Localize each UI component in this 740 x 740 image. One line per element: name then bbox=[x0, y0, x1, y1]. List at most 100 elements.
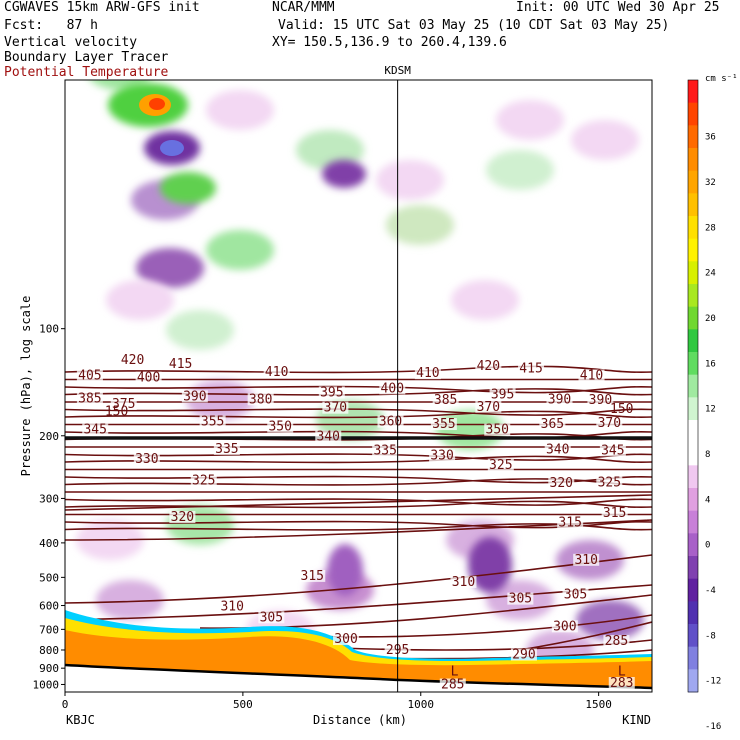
theta-contour-label: 365 bbox=[541, 417, 564, 432]
contour-label-bg bbox=[76, 369, 103, 382]
theta-contour-label: 390 bbox=[589, 393, 612, 408]
theta-contour-label: 305 bbox=[509, 592, 532, 607]
contour-label-bg bbox=[379, 382, 406, 395]
colorbar-label: 12 bbox=[705, 405, 716, 415]
theta-contour-label: 370 bbox=[477, 400, 500, 415]
colorbar-label: -4 bbox=[705, 586, 716, 596]
colorbar-segment bbox=[688, 125, 698, 149]
y-tick-label: 300 bbox=[39, 492, 59, 505]
left-endpoint-label: KBJC bbox=[66, 713, 95, 727]
colorbar-label: 28 bbox=[705, 223, 716, 233]
station-label-kdsm: KDSM bbox=[384, 64, 411, 77]
colorbar-segment bbox=[688, 216, 698, 240]
contour-label-bg bbox=[135, 371, 162, 384]
theta-contour-label: 290 bbox=[512, 648, 535, 663]
colorbar-label: -12 bbox=[705, 677, 721, 687]
contour-label-bg bbox=[510, 648, 537, 661]
theta-contour-label: 300 bbox=[553, 619, 576, 634]
contour-label-bg bbox=[432, 394, 459, 407]
theta-contour-label: 340 bbox=[546, 443, 569, 458]
theta-contour-label: 350 bbox=[486, 423, 509, 438]
theta-contour-label: 315 bbox=[558, 516, 581, 531]
contour-label-bg bbox=[546, 393, 573, 406]
y-tick-label: 100 bbox=[39, 323, 59, 336]
theta-contour-label: 325 bbox=[489, 458, 512, 473]
theta-contour-label: 370 bbox=[324, 401, 347, 416]
theta-contour-label: 395 bbox=[320, 385, 343, 400]
theta-contour-label: 315 bbox=[603, 506, 626, 521]
plot-area: 405 420 415 400 410 410 420 415 410 385 375 390 380 3… bbox=[65, 80, 652, 693]
colorbar-segment bbox=[688, 556, 698, 580]
tracer-contour-label: 150 bbox=[610, 402, 633, 417]
colorbar-label: -16 bbox=[705, 722, 721, 732]
contour-label-bg bbox=[82, 423, 109, 436]
contour-label-bg bbox=[372, 444, 399, 457]
theta-contour-label: 410 bbox=[416, 366, 439, 381]
field-potential-temperature: Potential Temperature bbox=[4, 65, 169, 80]
colorbar-label: 0 bbox=[705, 541, 710, 551]
colorbar-segment bbox=[688, 80, 698, 104]
contour-label-bg bbox=[315, 430, 342, 443]
theta-contour-label: 315 bbox=[301, 569, 324, 584]
contour-label-bg bbox=[333, 633, 360, 646]
theta-contour-label: 285 bbox=[441, 678, 464, 693]
theta-contour-label: 325 bbox=[598, 476, 621, 491]
theta-contour-label: 285 bbox=[605, 634, 628, 649]
contour-label-bg bbox=[167, 357, 194, 370]
contour-label-bg bbox=[507, 592, 534, 605]
x-axis-title: Distance (km) bbox=[313, 713, 407, 727]
theta-contour-label: 420 bbox=[477, 359, 500, 374]
colorbar-segment bbox=[688, 624, 698, 648]
colorbar-label: 20 bbox=[705, 314, 716, 324]
contour-label-bg bbox=[578, 369, 605, 382]
theta-contour-label: 415 bbox=[169, 357, 192, 372]
colorbar-segment bbox=[688, 465, 698, 489]
x-tick-label: 500 bbox=[233, 698, 253, 711]
theta-contour-label: 350 bbox=[268, 419, 291, 434]
contour-label-bg bbox=[247, 393, 274, 406]
theta-contour-label: 385 bbox=[78, 391, 101, 406]
contour-labels: 405 420 415 400 410 410 420 415 410 385 375 390 380 3… bbox=[76, 353, 635, 693]
theta-contour-label: 310 bbox=[452, 575, 475, 590]
theta-contour-label: 415 bbox=[519, 362, 542, 377]
theta-contour-label: 355 bbox=[201, 415, 224, 430]
colorbar-label: 32 bbox=[705, 178, 716, 188]
theta-contour-label: 310 bbox=[574, 553, 597, 568]
theta-contour-label: 375 bbox=[112, 397, 135, 412]
contour-label-bg bbox=[450, 575, 477, 588]
theta-contour-label: 340 bbox=[317, 430, 340, 445]
theta-contour-label: 390 bbox=[183, 389, 206, 404]
colorbar-label: 4 bbox=[705, 495, 710, 505]
contour-label-bg bbox=[318, 386, 345, 399]
contour-label-bg bbox=[484, 423, 511, 436]
colorbar-segment bbox=[688, 533, 698, 557]
colorbar-segment bbox=[688, 442, 698, 466]
theta-contour-label: 305 bbox=[564, 588, 587, 603]
contour-label-bg bbox=[430, 418, 457, 431]
contour-label-bg bbox=[596, 476, 623, 489]
colorbar-label: -8 bbox=[705, 631, 716, 641]
theta-contour-label: 345 bbox=[83, 423, 106, 438]
contour-label-bg bbox=[489, 388, 516, 401]
cross-section-endpoints: XY= 150.5,136.9 to 260.4,139.6 bbox=[272, 35, 507, 50]
forecast-hour: Fcst: 87 h bbox=[4, 18, 98, 33]
contour-label-bg bbox=[601, 506, 628, 519]
colorbar-segment bbox=[688, 261, 698, 285]
contour-label-bg bbox=[603, 635, 630, 648]
colorbar-segment bbox=[688, 329, 698, 353]
contour-label-bg bbox=[439, 678, 466, 691]
contour-label-bg bbox=[377, 415, 404, 428]
colorbar-label: 24 bbox=[705, 269, 716, 279]
colorbar-segment bbox=[688, 578, 698, 602]
theta-contour-label: 395 bbox=[491, 387, 514, 402]
colorbar-segment bbox=[688, 646, 698, 670]
contour-label-bg bbox=[190, 474, 217, 487]
contour-label-bg bbox=[596, 417, 623, 430]
contour-label-bg bbox=[263, 366, 290, 379]
contour-label-bg bbox=[169, 511, 196, 524]
contour-label-bg bbox=[487, 458, 514, 471]
colorbar-segment bbox=[688, 284, 698, 308]
colorbar-label: 36 bbox=[705, 133, 716, 143]
contour-label-bg bbox=[258, 611, 285, 624]
